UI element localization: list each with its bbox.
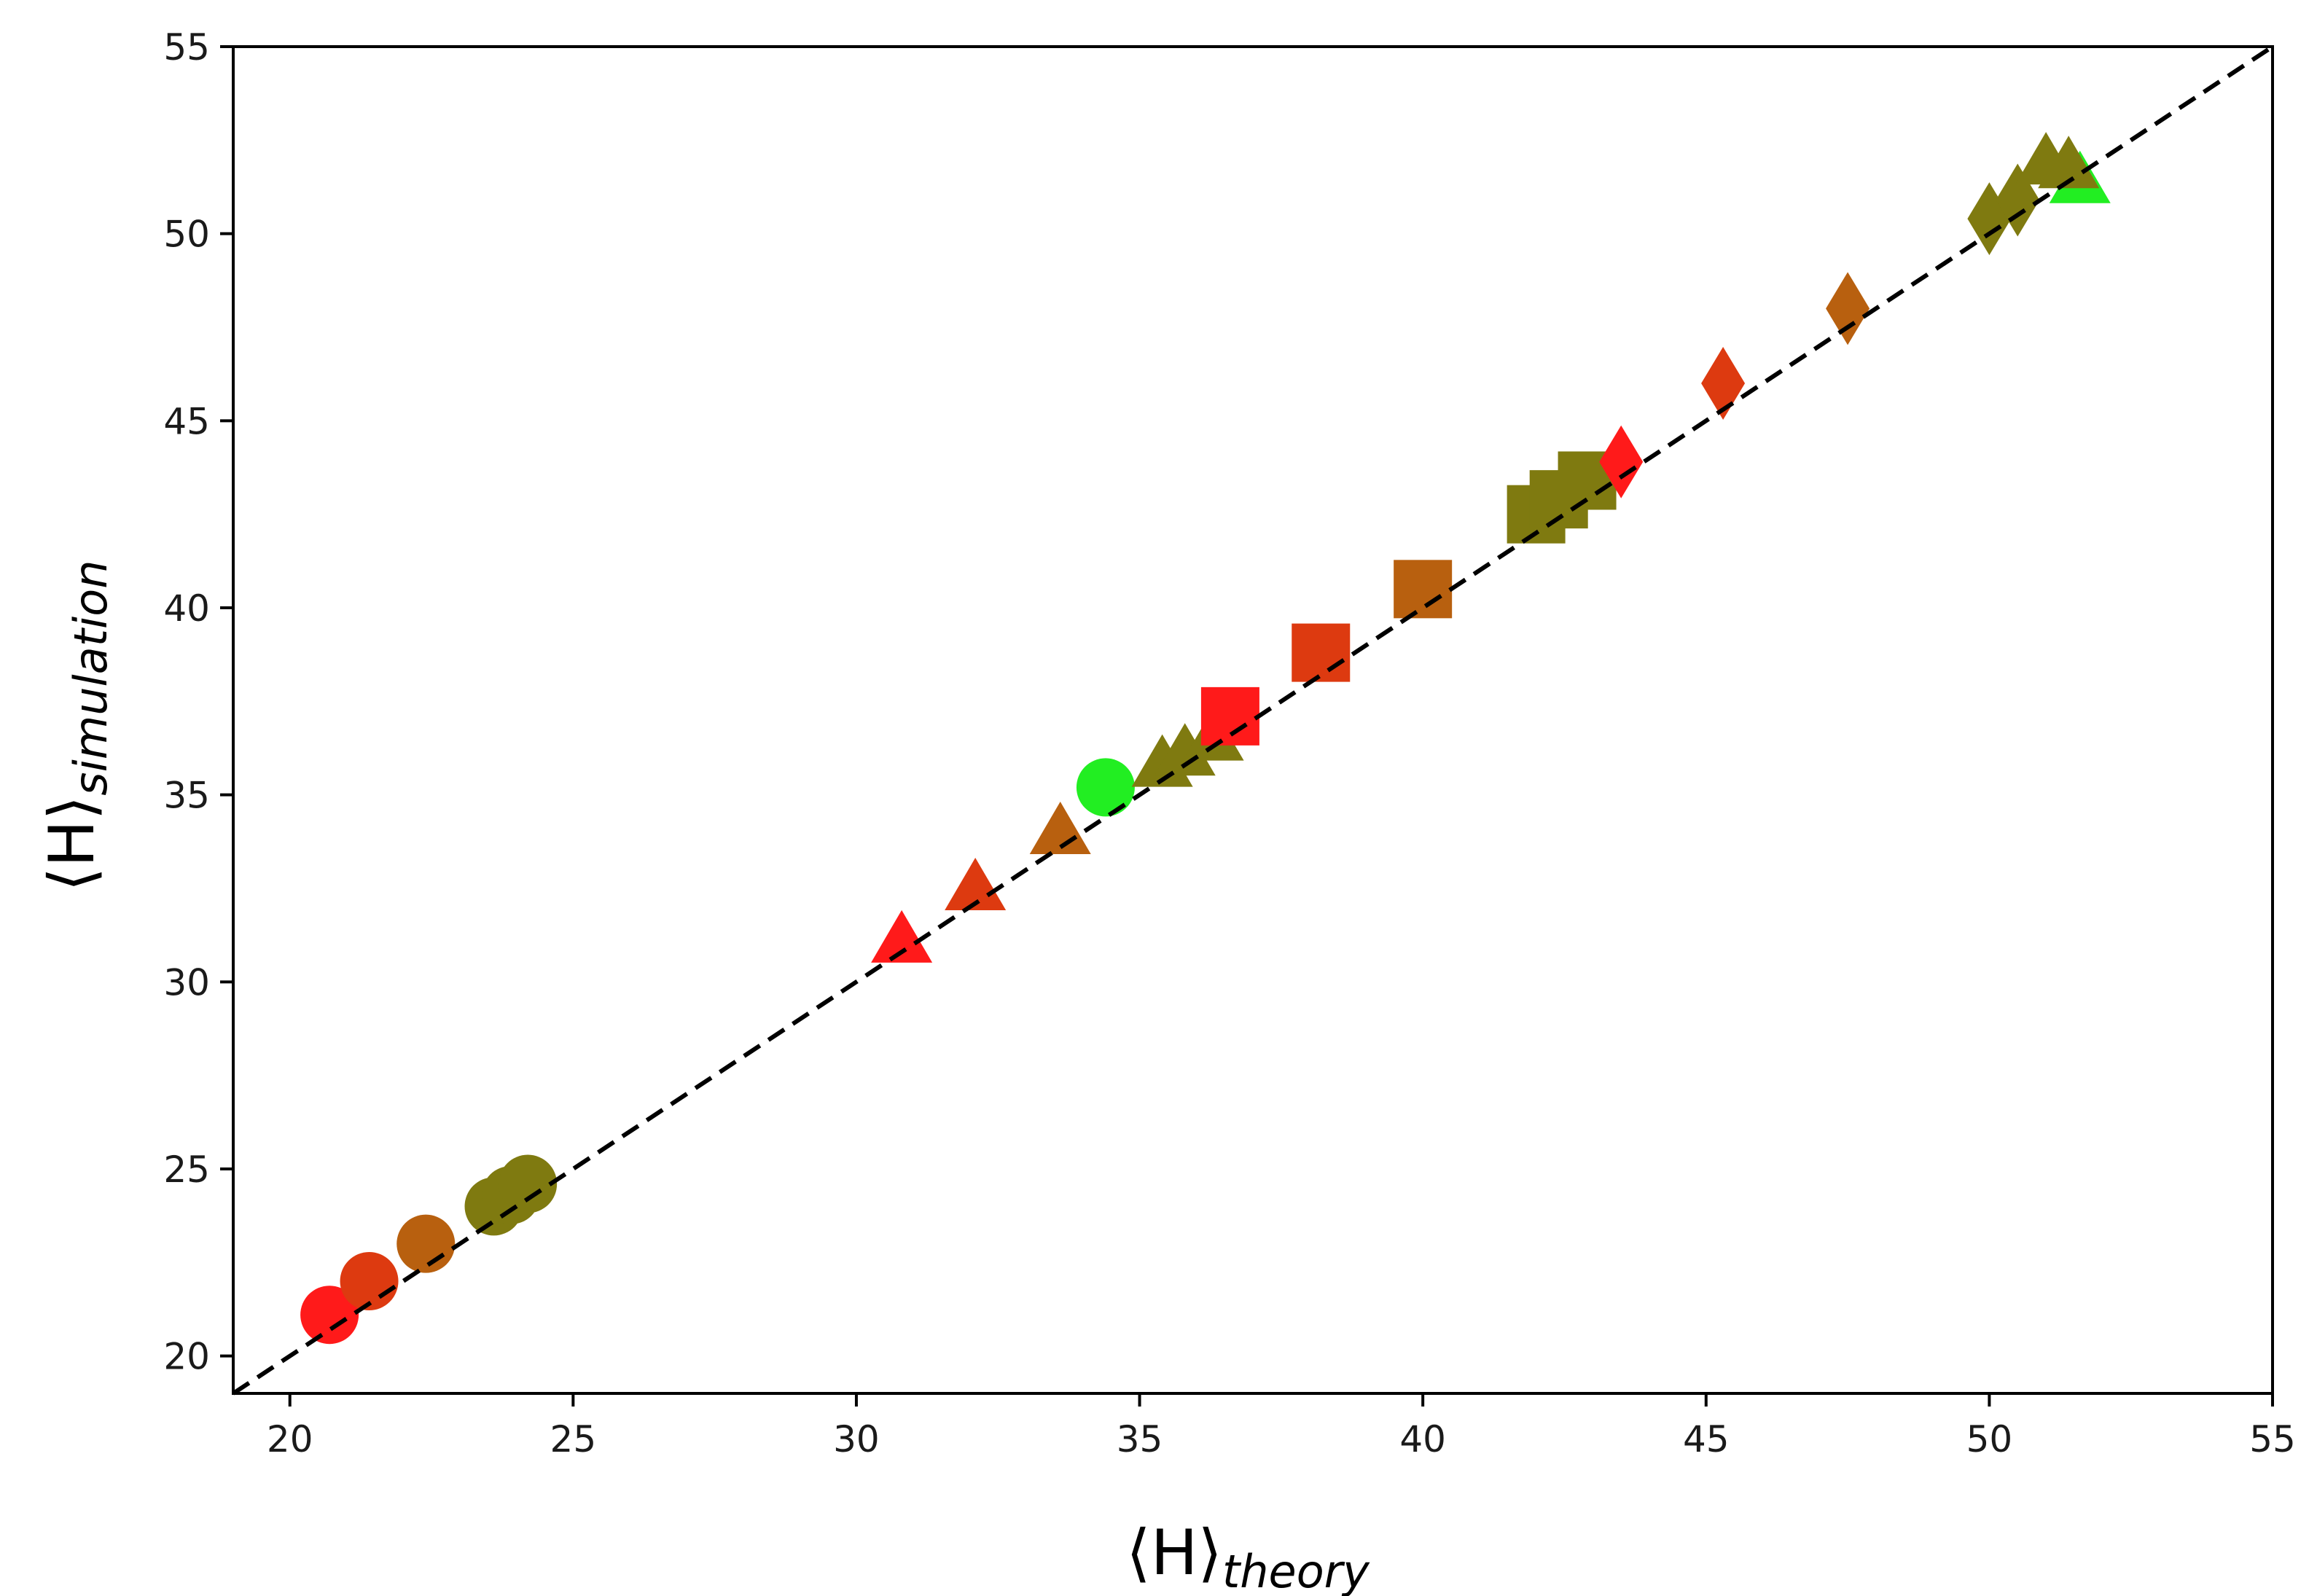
x-tick-label: 35 [1117, 1418, 1163, 1460]
y-tick-label: 35 [163, 775, 210, 817]
data-point-square [1394, 560, 1453, 619]
y-tick-label: 25 [163, 1149, 210, 1191]
data-point-triangle [2038, 136, 2100, 189]
y-axis-label-main: ⟨H⟩ [36, 796, 109, 892]
x-tick-label: 50 [1966, 1418, 2013, 1460]
plot-frame [232, 45, 2274, 1395]
data-point-square [1292, 623, 1351, 682]
y-tick-label: 30 [163, 961, 210, 1004]
y-tick-label: 40 [163, 587, 210, 630]
y-axis-label-sub: simulation [64, 560, 117, 796]
x-tick-label: 55 [2249, 1418, 2296, 1460]
x-tick-label: 25 [550, 1418, 597, 1460]
x-axis-ticks: 20 25 30 35 40 45 50 55 [267, 1393, 2296, 1460]
y-axis-ticks: 20 25 30 35 40 45 50 55 [163, 26, 233, 1378]
data-point-circle [396, 1214, 456, 1273]
x-tick-label: 20 [267, 1418, 313, 1460]
data-point-diamond [1599, 425, 1644, 498]
y-tick-label: 20 [163, 1336, 210, 1378]
data-point-square [1200, 686, 1259, 746]
x-tick-label: 40 [1399, 1418, 1446, 1460]
data-point-diamond [1996, 163, 2040, 237]
x-axis-label: ⟨H⟩theory [1126, 1517, 1370, 1596]
data-point-triangle [1154, 723, 1216, 776]
data-point-triangle [945, 858, 1007, 910]
data-point-circle [1076, 758, 1135, 817]
x-tick-label: 45 [1683, 1418, 1730, 1460]
data-point-circle [499, 1154, 558, 1213]
markers-layer [300, 132, 2111, 1345]
data-point-circle [300, 1286, 359, 1345]
x-axis-label-main: ⟨H⟩ [1126, 1517, 1222, 1589]
y-tick-label: 45 [163, 400, 210, 442]
x-axis-label-sub: theory [1222, 1545, 1370, 1596]
data-point-diamond [1701, 347, 1746, 420]
y-tick-label: 50 [163, 214, 210, 256]
x-tick-label: 30 [833, 1418, 880, 1460]
data-point-triangle [1029, 802, 1091, 854]
data-point-diamond [1826, 272, 1870, 345]
data-point-triangle [871, 910, 933, 963]
y-tick-label: 55 [163, 26, 210, 69]
y-axis-label: ⟨H⟩simulation [36, 560, 117, 892]
